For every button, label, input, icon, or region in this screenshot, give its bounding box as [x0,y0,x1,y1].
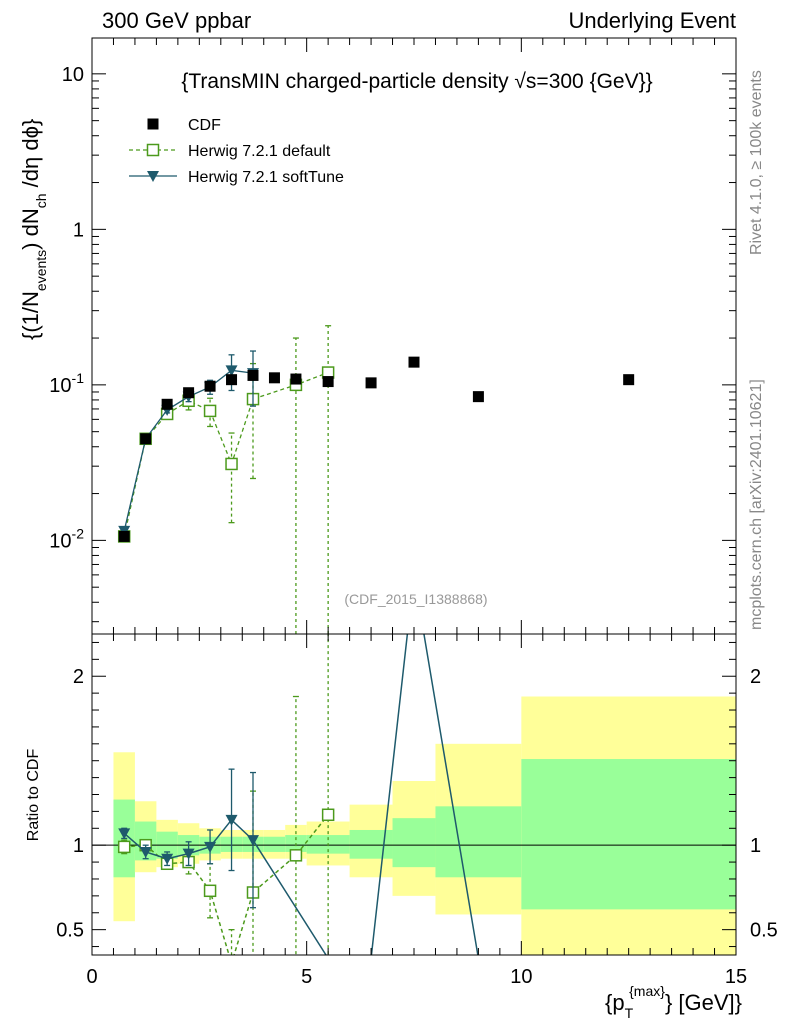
data-point [161,398,173,410]
ratio-point [204,841,217,853]
ratio-point [118,828,131,840]
data-point [268,372,280,384]
analysis-id: (CDF_2015_I1388868) [344,591,487,607]
ratio-panel: 0 5 10 15 0.5 0.5 1 1 2 2 Ratio to CDF [25,633,778,988]
legend-marker [146,143,160,157]
legend: CDF Herwig 7.2.1 default Herwig 7.2.1 soft… [129,117,344,186]
x-axis-label: {pT{max}} [GeV]} [605,983,742,1021]
y-tick-label: 10-1 [49,370,84,397]
main-series-layer [117,325,635,634]
ratio-series-layer [92,634,736,955]
ratio-point [225,814,238,826]
data-point [408,356,420,368]
data-point [140,433,152,445]
ratio-clipped [92,634,736,955]
data-point [623,374,635,386]
legend-marker [147,171,159,182]
main-panel: {TransMIN charged-particle density √s=30… [18,37,737,635]
data-point [183,387,195,399]
y-tick-label: 10 [62,64,84,86]
band-inner [263,836,286,852]
data-point [204,380,216,392]
data-point [118,530,130,542]
x-tick-label: 5 [301,966,312,988]
legend-label: Herwig 7.2.1 default [188,143,331,160]
x-tick-label: 0 [86,966,97,988]
data-point [225,365,238,377]
ratio-line [123,634,479,955]
legend-label: CDF [188,117,221,134]
ratio-y-tick-label-right: 0.5 [750,920,778,942]
ratio-bands [113,696,736,955]
main-axes: 10-2 10-1 1 10 [49,37,737,635]
ratio-axes: 0 5 10 15 0.5 0.5 1 1 2 2 [56,633,778,988]
y-tick-label: 1 [73,219,84,241]
legend-marker [147,118,159,130]
ratio-y-tick-label: 0.5 [56,920,84,942]
chart-title: {TransMIN charged-particle density √s=30… [181,70,652,93]
mcplots-label: mcplots.cern.ch [arXiv:2401.10621] [748,379,765,630]
ratio-point [117,840,131,854]
data-point [226,374,238,386]
ratio-point [182,848,195,860]
band-inner [521,759,736,910]
ratio-y-label: Ratio to CDF [25,749,42,842]
header-left: 300 GeV ppbar [102,8,251,33]
y-axis-label: {(1/Nevents) dNch /dη dϕ} [18,119,49,340]
ratio-y-tick-label-right: 1 [750,835,761,857]
rivet-label: Rivet 4.1.0, ≥ 100k events [748,70,765,255]
band-inner [435,806,522,878]
ratio-y-tick-label-right: 2 [750,666,761,688]
data-point [290,373,302,385]
data-point [365,377,377,389]
data-point [247,369,259,381]
y-tick-label: 10-2 [49,525,84,552]
ratio-point [203,884,217,898]
data-point [225,457,238,471]
ratio-y-tick-label: 1 [73,835,84,857]
ratio-point [321,808,335,822]
ratio-point [139,846,152,858]
series-line [123,371,329,537]
legend-label: Herwig 7.2.1 softTune [188,169,344,186]
data-point [472,391,484,403]
x-tick-label: 10 [510,966,532,988]
band-inner [349,829,393,859]
header-right: Underlying Event [568,8,736,33]
ratio-point [161,853,174,865]
ratio-point [289,849,303,862]
data-point [203,404,217,418]
ratio-point [247,835,259,847]
ratio-y-tick-label: 2 [73,666,84,688]
x-tick-label: 15 [725,966,747,988]
data-point [322,376,334,388]
band-inner [392,818,436,868]
